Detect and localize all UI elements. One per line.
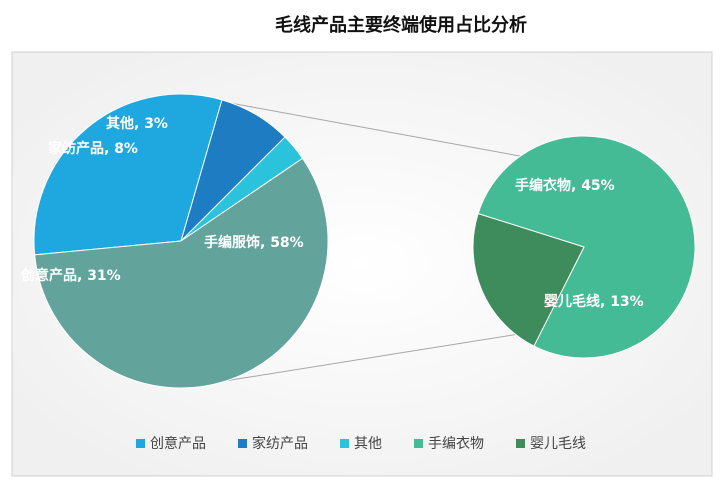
- legend-swatch-1: [136, 439, 145, 448]
- legend-item-1: 创意产品: [136, 435, 206, 452]
- data-label-4: 手编服饰, 58%: [204, 234, 304, 251]
- legend-label-4: 手编衣物: [428, 436, 484, 452]
- legend-item-2: 家纺产品: [238, 435, 308, 452]
- sub-pie: [472, 135, 696, 359]
- data-labels: 创意产品, 31% 家纺产品, 8% 其他, 3% 手编服饰, 58% 手编衣物, 45…: [20, 115, 644, 310]
- pie-slice-4: [34, 157, 329, 389]
- connector-line-bottom: [180, 334, 516, 389]
- legend-item-4: 手编衣物: [414, 436, 484, 452]
- sub-data-label-1: 手编衣物, 45%: [515, 177, 615, 194]
- legend-swatch-4: [414, 439, 423, 448]
- sub-data-label-2: 婴儿毛线, 13%: [544, 293, 644, 310]
- data-label-1: 创意产品, 31%: [20, 267, 121, 284]
- legend-label-2: 家纺产品: [252, 435, 308, 452]
- legend-swatch-3: [340, 439, 349, 448]
- data-label-3: 其他, 3%: [106, 115, 168, 132]
- chart-title: 毛线产品主要终端使用占比分析: [275, 14, 527, 36]
- legend-label-3: 其他: [354, 436, 382, 452]
- sub-pie-slice-2: [472, 212, 585, 347]
- data-label-2: 家纺产品, 8%: [48, 140, 138, 157]
- sub-pie-slice-1: [477, 135, 696, 359]
- legend: 创意产品 家纺产品 其他 手编衣物 婴儿毛线: [136, 435, 586, 452]
- pie-slice-1: [33, 93, 223, 256]
- legend-label-1: 创意产品: [150, 435, 206, 452]
- connector-lines: [180, 93, 521, 389]
- legend-label-5: 婴儿毛线: [530, 436, 586, 452]
- legend-swatch-5: [516, 439, 525, 448]
- connector-line-top: [180, 93, 521, 157]
- main-pie: [33, 93, 329, 389]
- legend-item-5: 婴儿毛线: [516, 436, 586, 452]
- legend-swatch-2: [238, 439, 247, 448]
- legend-item-3: 其他: [340, 436, 382, 452]
